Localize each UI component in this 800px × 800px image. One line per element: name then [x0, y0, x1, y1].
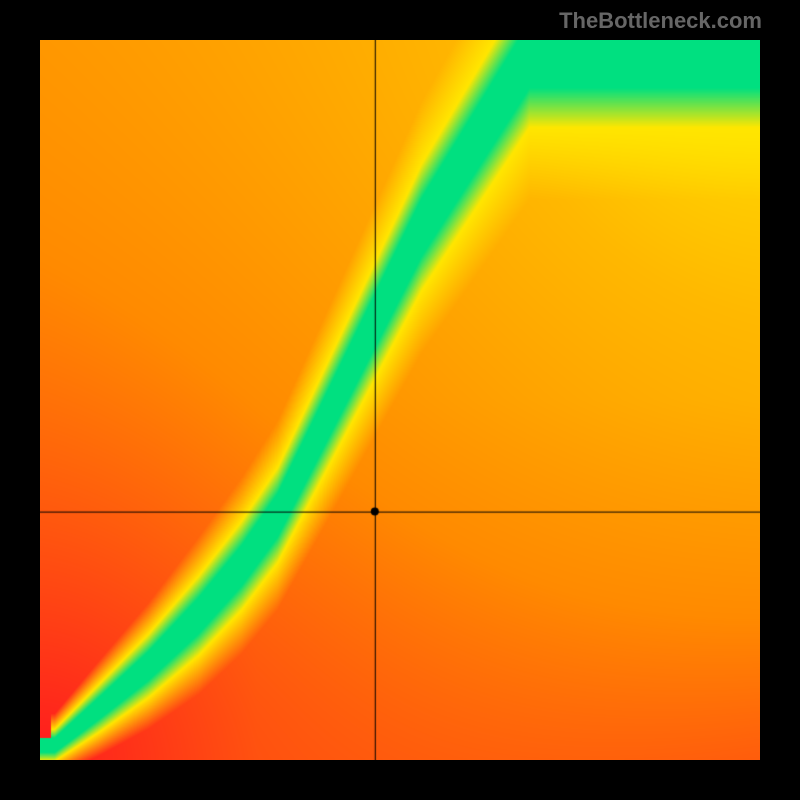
- heatmap-plot: [40, 40, 760, 760]
- watermark-text: TheBottleneck.com: [559, 8, 762, 34]
